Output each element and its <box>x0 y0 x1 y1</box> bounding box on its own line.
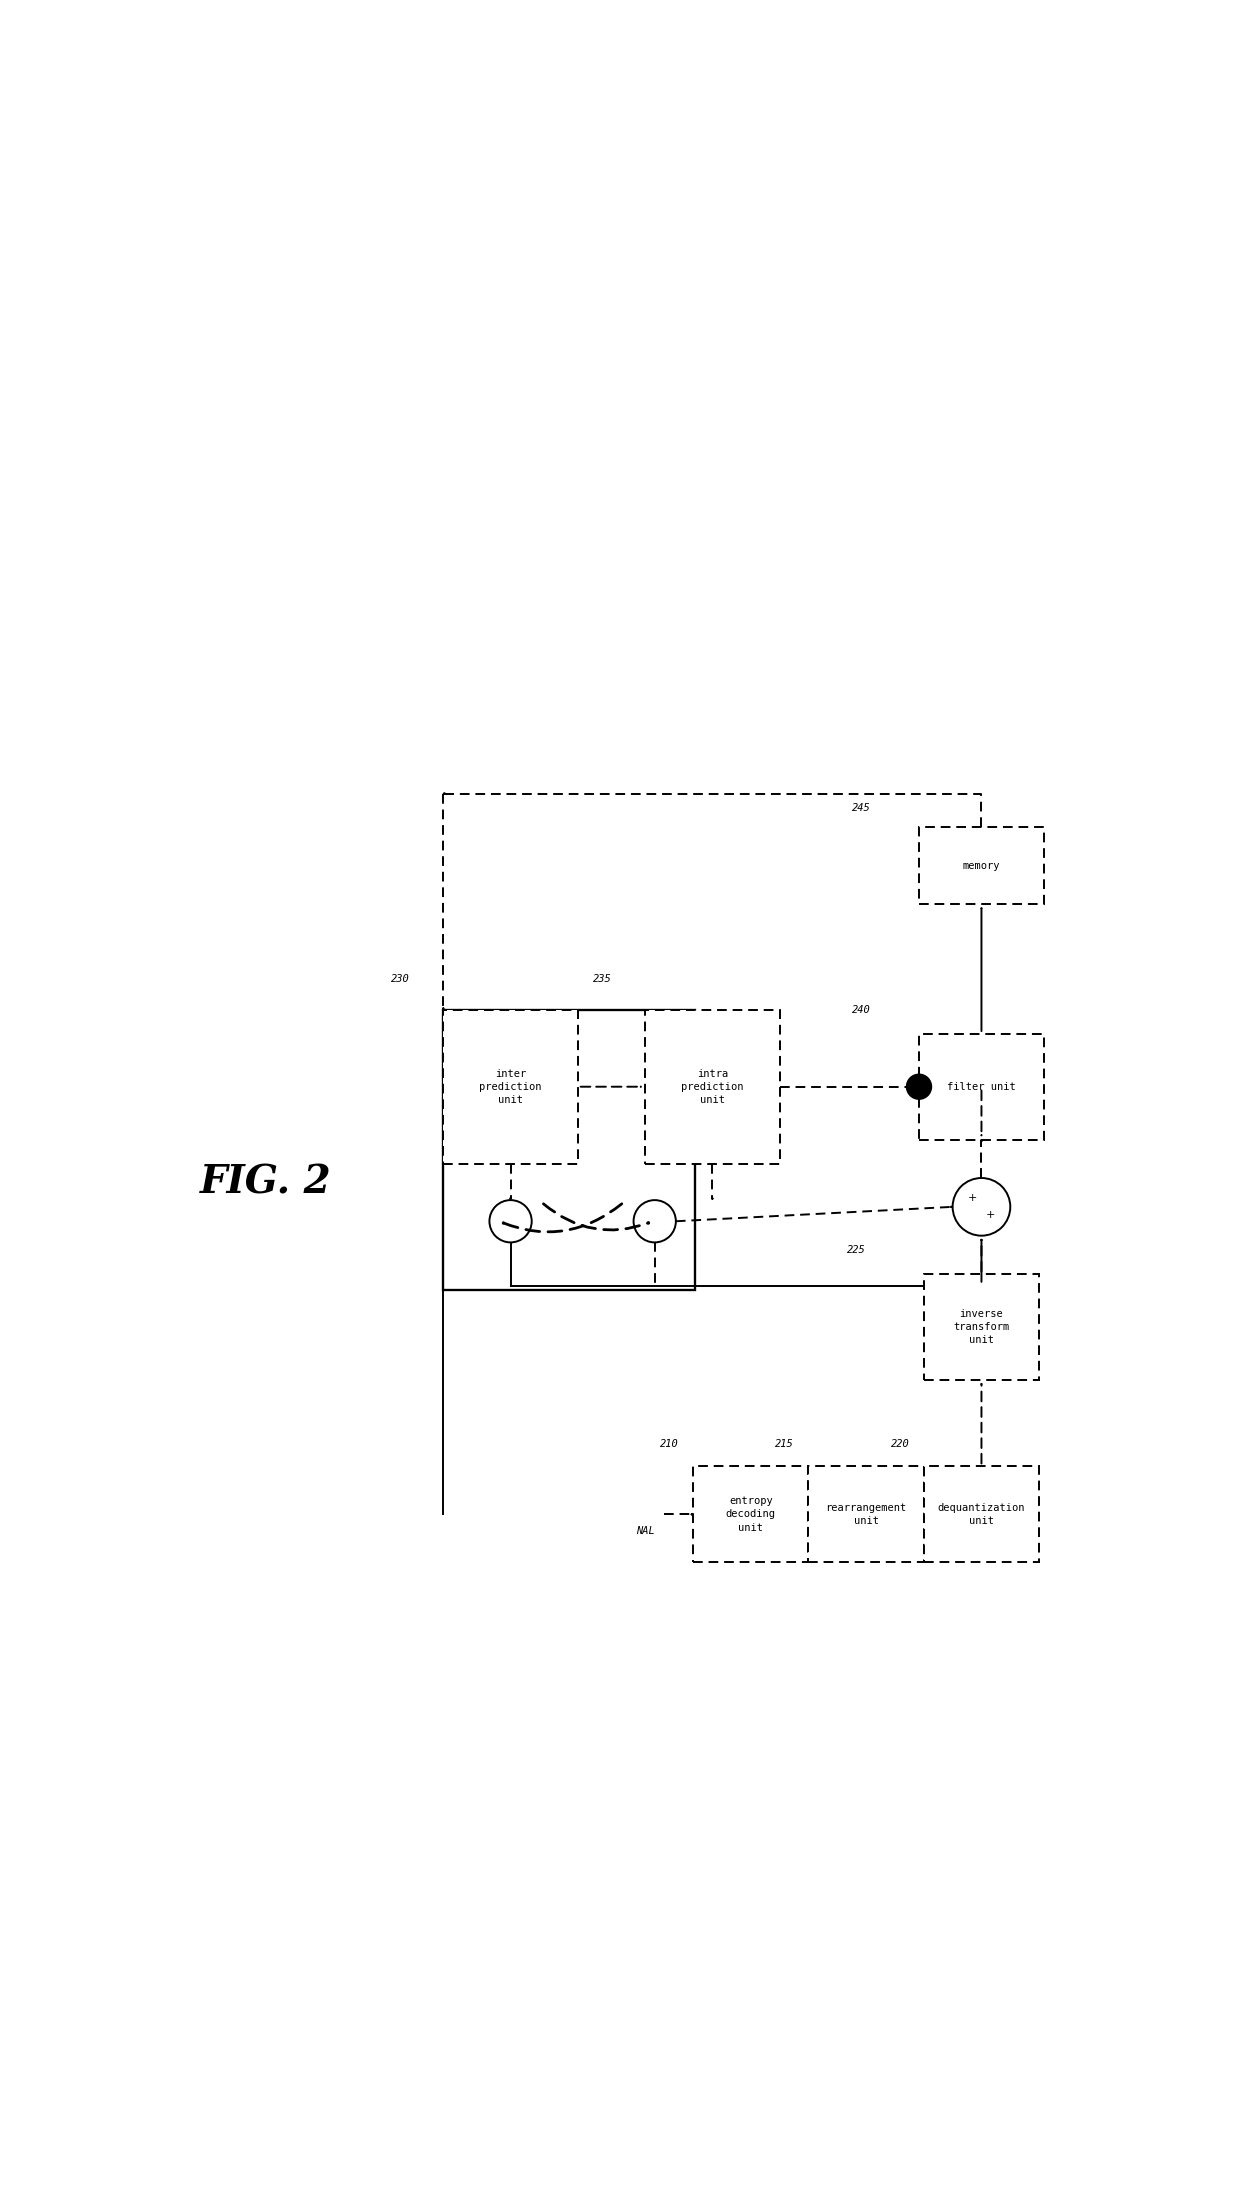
FancyBboxPatch shape <box>924 1275 1039 1381</box>
FancyBboxPatch shape <box>693 1467 808 1562</box>
Text: NAL: NAL <box>636 1526 655 1535</box>
FancyBboxPatch shape <box>808 1467 924 1562</box>
Text: FIG. 2: FIG. 2 <box>200 1164 331 1202</box>
Text: inverse
transform
unit: inverse transform unit <box>954 1308 1009 1345</box>
Text: rearrangement
unit: rearrangement unit <box>826 1502 906 1526</box>
Text: inter
prediction
unit: inter prediction unit <box>480 1069 542 1104</box>
Circle shape <box>906 1074 931 1100</box>
FancyBboxPatch shape <box>924 1467 1039 1562</box>
Text: intra
prediction
unit: intra prediction unit <box>681 1069 744 1104</box>
Text: 235: 235 <box>593 974 611 983</box>
Circle shape <box>634 1199 676 1241</box>
Text: 220: 220 <box>890 1438 909 1449</box>
Text: entropy
decoding
unit: entropy decoding unit <box>725 1495 776 1533</box>
Text: +: + <box>986 1211 994 1222</box>
FancyBboxPatch shape <box>444 1010 578 1164</box>
Text: 240: 240 <box>852 1005 870 1016</box>
Circle shape <box>490 1199 532 1241</box>
Text: 230: 230 <box>391 974 409 983</box>
Text: 210: 210 <box>660 1438 678 1449</box>
Text: dequantization
unit: dequantization unit <box>937 1502 1025 1526</box>
Text: 215: 215 <box>775 1438 794 1449</box>
Text: memory: memory <box>962 862 1001 870</box>
Text: filter unit: filter unit <box>947 1082 1016 1091</box>
FancyBboxPatch shape <box>919 826 1044 903</box>
Text: 225: 225 <box>847 1246 866 1255</box>
FancyBboxPatch shape <box>645 1010 780 1164</box>
Text: +: + <box>968 1193 977 1204</box>
FancyBboxPatch shape <box>919 1034 1044 1140</box>
Text: 245: 245 <box>852 802 870 813</box>
